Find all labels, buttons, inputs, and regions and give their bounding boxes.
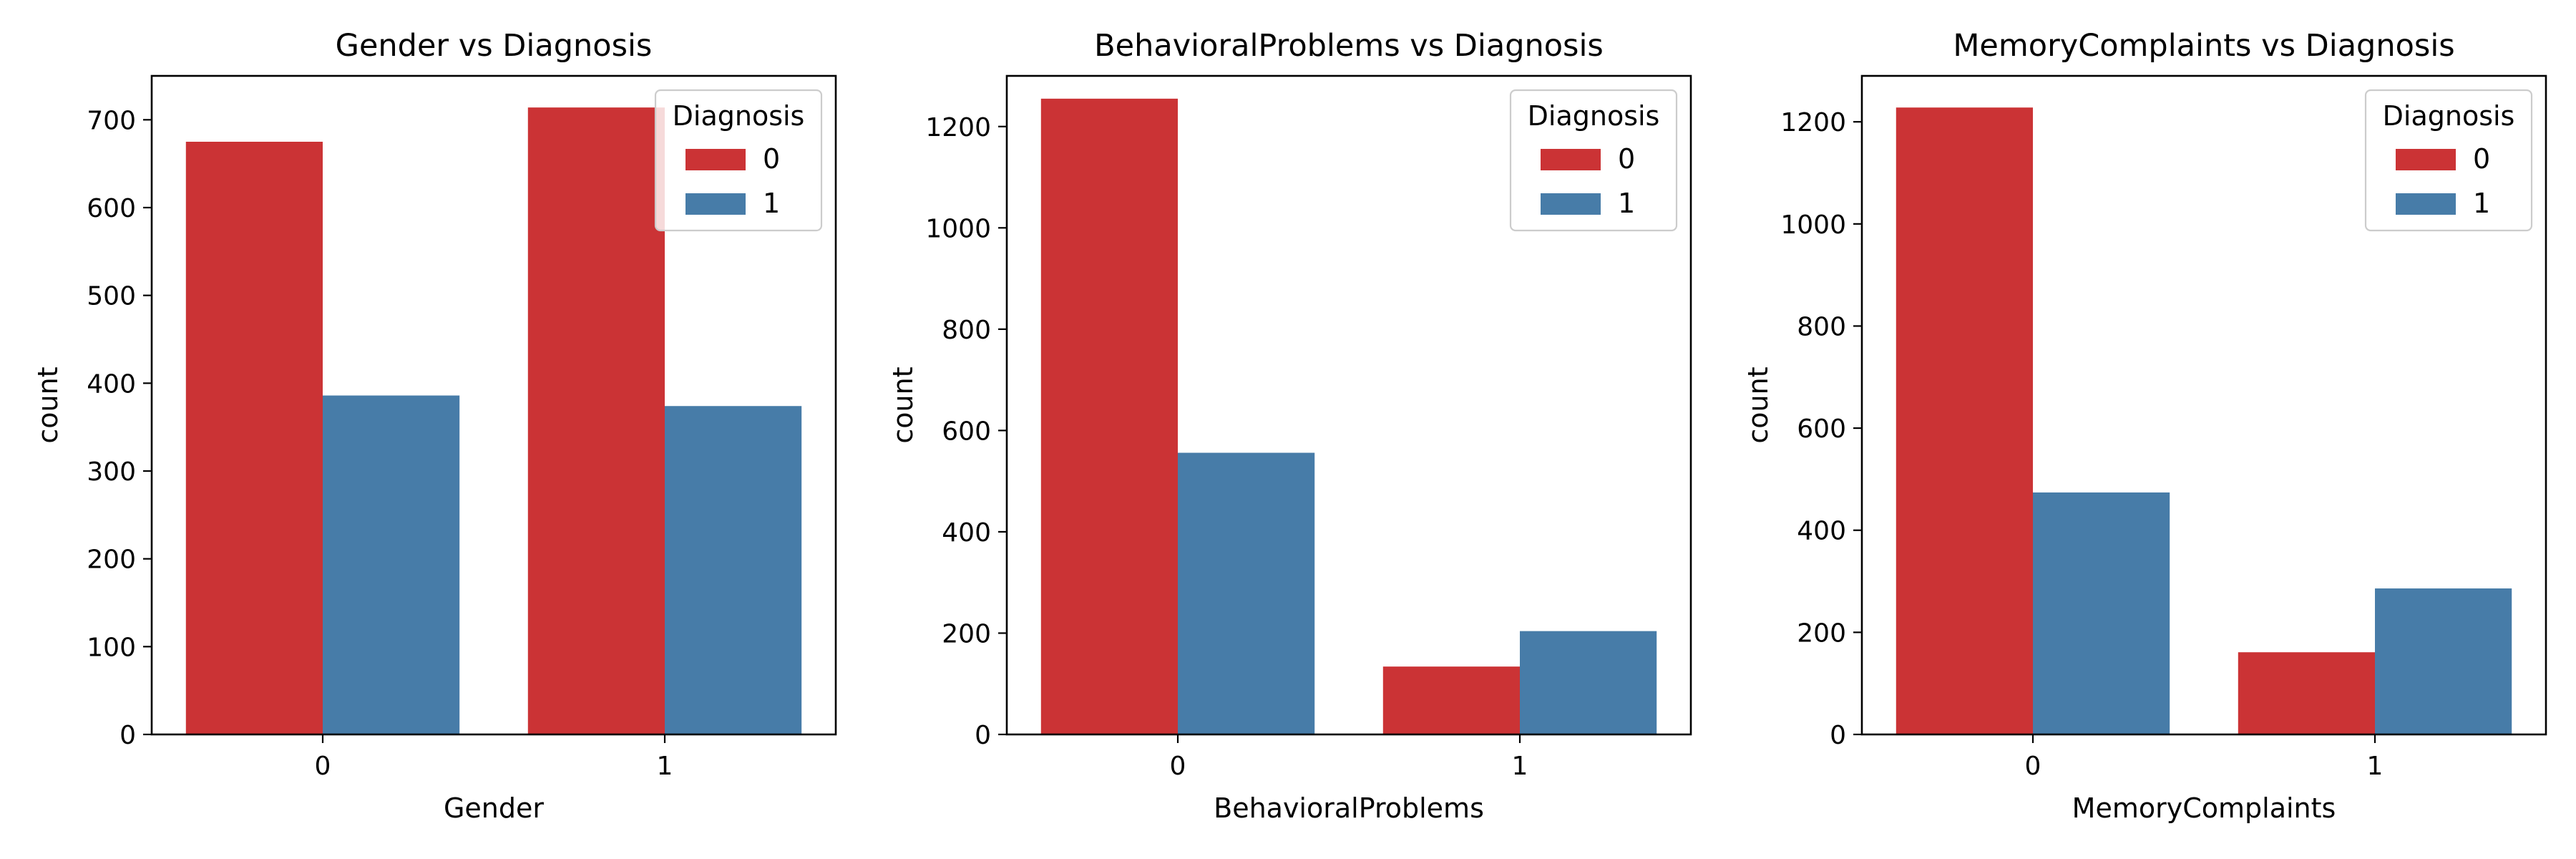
y-tick-label: 1000 — [925, 214, 991, 243]
y-tick-label: 600 — [1797, 414, 1846, 444]
y-tick-label: 200 — [87, 545, 136, 575]
bar-0-diagnosis-0 — [1040, 98, 1178, 734]
y-tick-label: 700 — [87, 106, 136, 135]
y-tick-label: 400 — [1797, 517, 1846, 546]
y-tick-label: 600 — [87, 194, 136, 223]
y-axis-label: count — [1742, 367, 1774, 443]
chart-title: MemoryComplaints vs Diagnosis — [1953, 28, 2454, 64]
bar-0-diagnosis-0 — [185, 142, 323, 734]
y-axis-label: count — [32, 367, 64, 443]
y-tick-label: 0 — [975, 721, 991, 750]
x-tick-label: 0 — [2025, 752, 2041, 781]
chart-panel-0: 0 100 200 300 400 500 600 700 0 1 Gender vs Diagno… — [32, 28, 837, 824]
x-tick-label: 0 — [1170, 752, 1186, 781]
y-tick-label: 1200 — [1780, 108, 1846, 137]
x-axis-label: BehavioralProblems — [1214, 792, 1484, 824]
y-tick-label: 1000 — [1780, 210, 1846, 240]
legend-title: Diagnosis — [2383, 100, 2515, 132]
x-tick-label: 1 — [2367, 752, 2384, 781]
bar-1-diagnosis-1 — [665, 406, 802, 734]
y-tick-label: 300 — [87, 457, 136, 487]
legend-label-1: 1 — [763, 188, 780, 219]
y-tick-label: 200 — [1797, 618, 1846, 648]
legend-swatch-1 — [686, 193, 746, 215]
plot-frame — [1860, 74, 2547, 736]
y-tick-label: 500 — [87, 282, 136, 311]
legend-label-1: 1 — [1618, 188, 1635, 219]
plot-frame — [1005, 74, 1692, 736]
y-tick-label: 600 — [942, 417, 991, 446]
legend-swatch-1 — [1541, 193, 1601, 215]
legend-label-0: 0 — [1618, 143, 1635, 175]
chart-panel-1: 0 200 400 600 800 1000 1200 0 1 BehavioralProblem… — [887, 28, 1692, 824]
chart-title: Gender vs Diagnosis — [336, 28, 653, 64]
legend-title: Diagnosis — [1528, 100, 1660, 132]
y-tick-label: 0 — [119, 721, 136, 750]
chart-panel-2: 0 200 400 600 800 1000 1200 0 1 MemoryComplaints … — [1742, 28, 2547, 824]
bar-0-diagnosis-0 — [1896, 107, 2033, 735]
bar-1-diagnosis-0 — [527, 107, 665, 734]
bar-0-diagnosis-1 — [1178, 452, 1315, 734]
y-axis-label: count — [887, 367, 919, 443]
legend-title: Diagnosis — [673, 100, 805, 132]
legend-label-0: 0 — [763, 143, 780, 175]
chart-title: BehavioralProblems vs Diagnosis — [1094, 28, 1604, 64]
bar-0-diagnosis-1 — [323, 395, 460, 734]
x-tick-label: 1 — [657, 752, 673, 781]
y-tick-label: 200 — [942, 619, 991, 649]
y-tick-label: 400 — [87, 369, 136, 399]
legend-label-1: 1 — [2473, 188, 2490, 219]
y-tick-label: 1200 — [925, 113, 991, 142]
bar-1-diagnosis-1 — [1520, 631, 1657, 734]
y-tick-label: 0 — [1830, 721, 1846, 750]
x-tick-label: 1 — [1512, 752, 1528, 781]
y-tick-label: 400 — [942, 518, 991, 548]
legend-swatch-0 — [1541, 149, 1601, 170]
legend: Diagnosis 0 1 — [1509, 89, 1678, 232]
bar-1-diagnosis-0 — [1382, 666, 1520, 734]
bar-1-diagnosis-1 — [2375, 588, 2512, 734]
legend-swatch-0 — [686, 149, 746, 170]
x-axis-label: MemoryComplaints — [2072, 792, 2336, 824]
x-axis-label: Gender — [444, 792, 544, 824]
bar-0-diagnosis-1 — [2033, 492, 2170, 734]
x-tick-label: 0 — [315, 752, 331, 781]
y-tick-label: 800 — [1797, 312, 1846, 341]
legend-swatch-1 — [2396, 193, 2456, 215]
legend-label-0: 0 — [2473, 143, 2490, 175]
legend: Diagnosis 0 1 — [654, 89, 823, 232]
bar-1-diagnosis-0 — [2238, 652, 2375, 734]
legend-swatch-0 — [2396, 149, 2456, 170]
y-tick-label: 800 — [942, 316, 991, 345]
plot-frame — [150, 74, 837, 736]
y-tick-label: 100 — [87, 633, 136, 662]
legend: Diagnosis 0 1 — [2364, 89, 2533, 232]
